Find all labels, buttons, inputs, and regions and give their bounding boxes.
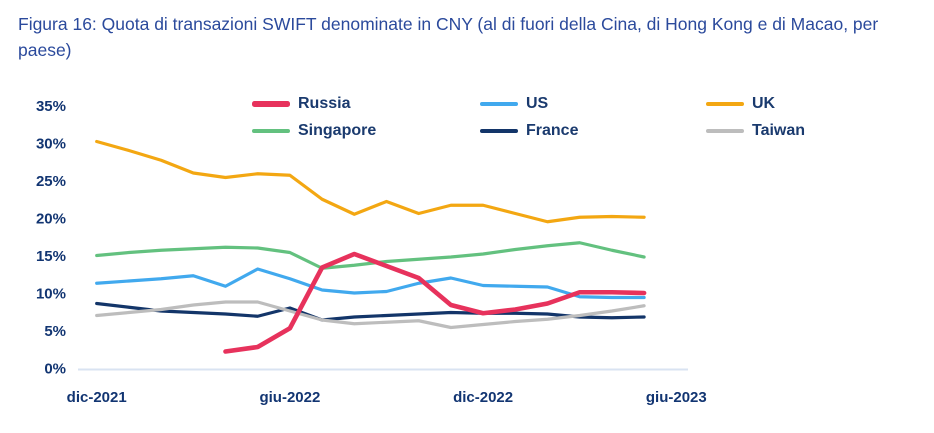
series-line-france <box>95 301 646 322</box>
series-line-uk <box>95 139 646 224</box>
x-axis-label: dic-2021 <box>67 389 127 406</box>
x-axis-label: giu-2022 <box>259 389 320 406</box>
series-line-singapore <box>95 241 646 270</box>
series-line-russia <box>223 251 647 354</box>
y-axis-label: 35% <box>36 98 66 115</box>
y-axis-label: 20% <box>36 211 66 228</box>
y-axis-label: 25% <box>36 173 66 190</box>
y-axis-label: 5% <box>44 323 66 340</box>
y-axis-label: 30% <box>36 136 66 153</box>
series-line-us <box>95 267 646 300</box>
y-axis-label: 0% <box>44 361 66 378</box>
y-axis-label: 10% <box>36 286 66 303</box>
y-axis-label: 15% <box>36 248 66 265</box>
x-axis-label: giu-2023 <box>646 389 707 406</box>
x-axis-label: dic-2022 <box>453 389 513 406</box>
series-line-taiwan <box>95 300 646 330</box>
figure-title: Figura 16: Quota di transazioni SWIFT de… <box>18 14 879 60</box>
